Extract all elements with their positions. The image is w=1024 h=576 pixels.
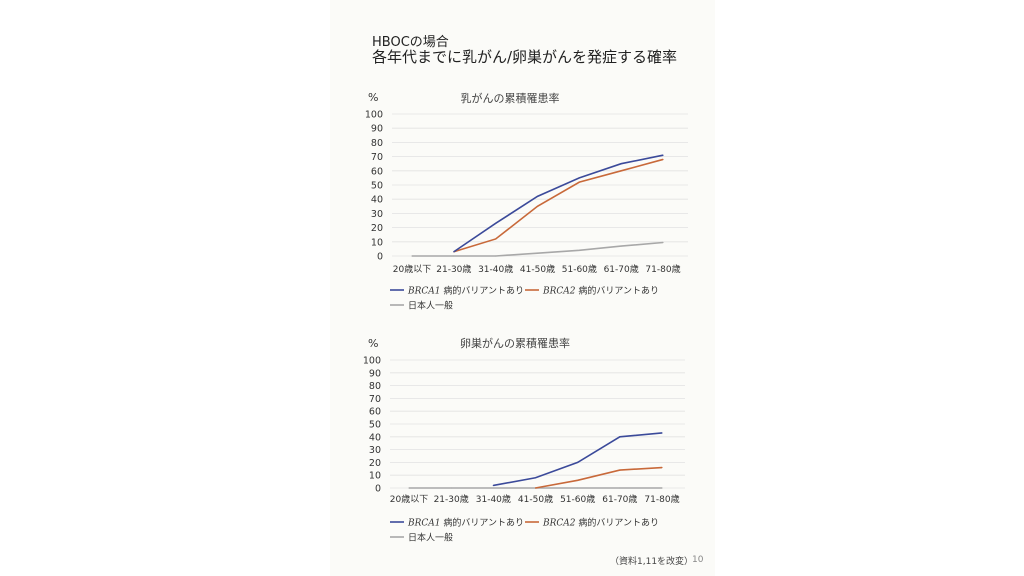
legend-label: 日本人一般 xyxy=(408,532,453,544)
x-tick-label: 21-30歳 xyxy=(434,493,469,505)
data-point xyxy=(536,205,539,207)
data-point xyxy=(661,487,663,489)
data-point xyxy=(450,487,452,489)
data-point xyxy=(662,241,664,244)
data-point xyxy=(662,158,664,161)
x-tick-label: 61-70歳 xyxy=(604,263,639,275)
data-point xyxy=(453,255,455,257)
data-point xyxy=(536,195,539,197)
x-tick-label: 20歳以下 xyxy=(390,493,428,505)
data-point xyxy=(534,487,537,489)
y-tick-label: 10 xyxy=(369,471,381,482)
data-point xyxy=(578,177,580,179)
data-point xyxy=(620,170,622,172)
y-tick-label: 60 xyxy=(371,166,383,177)
y-tick-label: 70 xyxy=(369,394,381,405)
footnote: （資料1,11を改変） xyxy=(610,557,694,567)
series-line-brca1 xyxy=(493,432,663,487)
y-tick-label: 20 xyxy=(369,458,381,469)
legend-label: BRCA1 病的バリアントあり xyxy=(407,285,524,297)
y-tick-label: 20 xyxy=(371,223,383,234)
data-point xyxy=(577,461,579,463)
data-point xyxy=(620,245,622,247)
y-tick-label: 40 xyxy=(369,432,381,443)
y-tick-label: 90 xyxy=(369,368,381,379)
y-tick-label: 80 xyxy=(369,381,381,392)
legend-label: BRCA2 病的バリアントあり xyxy=(542,517,659,529)
data-point xyxy=(661,432,663,434)
data-point xyxy=(534,477,537,479)
legend-label: BRCA2 病的バリアントあり xyxy=(542,285,659,297)
page-number: 10 xyxy=(692,555,704,565)
data-point xyxy=(578,181,580,183)
page-title-line1: HBOCの場合 xyxy=(372,35,449,50)
data-point xyxy=(578,249,580,251)
x-tick-label: 41-50歳 xyxy=(520,263,555,275)
y-axis-label: % xyxy=(368,337,378,350)
data-point xyxy=(577,479,579,481)
data-point xyxy=(495,222,497,224)
y-tick-label: 0 xyxy=(375,484,381,495)
x-tick-label: 21-30歳 xyxy=(436,263,471,275)
data-point xyxy=(411,255,413,257)
legend-label: BRCA1 病的バリアントあり xyxy=(407,517,524,529)
chart-title: 乳がんの累積罹患率 xyxy=(461,91,560,105)
x-tick-label: 20歳以下 xyxy=(393,263,431,275)
data-point xyxy=(620,163,622,165)
data-point xyxy=(453,251,455,253)
y-tick-label: 60 xyxy=(369,407,381,418)
data-point xyxy=(495,238,497,240)
page-title-line2: 各年代までに乳がん/卵巣がんを発症する確率 xyxy=(372,48,678,66)
data-point xyxy=(408,487,410,489)
series-line-brca1 xyxy=(453,154,664,253)
legend-label: 日本人一般 xyxy=(408,300,453,312)
data-point xyxy=(661,466,663,469)
x-tick-label: 51-60歳 xyxy=(562,263,597,275)
series-line-brca2 xyxy=(453,158,664,253)
x-tick-label: 71-80歳 xyxy=(644,493,679,505)
y-tick-label: 80 xyxy=(371,138,383,149)
y-tick-label: 40 xyxy=(371,195,383,206)
x-tick-label: 71-80歳 xyxy=(645,263,680,275)
data-point xyxy=(492,484,494,487)
y-tick-label: 100 xyxy=(363,356,381,367)
y-tick-label: 0 xyxy=(377,252,383,263)
x-tick-label: 61-70歳 xyxy=(602,493,637,505)
y-tick-label: 50 xyxy=(371,181,383,192)
y-tick-label: 30 xyxy=(371,209,383,220)
series-line-brca2 xyxy=(535,466,663,489)
data-point xyxy=(619,487,621,489)
data-point xyxy=(495,255,497,257)
x-tick-label: 41-50歳 xyxy=(518,493,553,505)
series-line-general xyxy=(412,241,664,257)
y-tick-label: 70 xyxy=(371,152,383,163)
x-tick-label: 31-40歳 xyxy=(476,493,511,505)
data-point xyxy=(536,252,539,254)
data-point xyxy=(619,436,621,438)
y-axis-label: % xyxy=(368,91,378,104)
x-tick-label: 51-60歳 xyxy=(560,493,595,505)
y-tick-label: 90 xyxy=(371,124,383,135)
data-point xyxy=(492,487,494,489)
chart-title: 卵巣がんの累積罹患率 xyxy=(460,336,570,350)
data-point xyxy=(619,469,621,471)
y-tick-label: 100 xyxy=(365,110,383,121)
x-tick-label: 31-40歳 xyxy=(478,263,513,275)
data-point xyxy=(662,154,664,156)
data-point xyxy=(577,487,579,489)
y-tick-label: 50 xyxy=(369,420,381,431)
y-tick-label: 10 xyxy=(371,237,383,248)
y-tick-label: 30 xyxy=(369,445,381,456)
